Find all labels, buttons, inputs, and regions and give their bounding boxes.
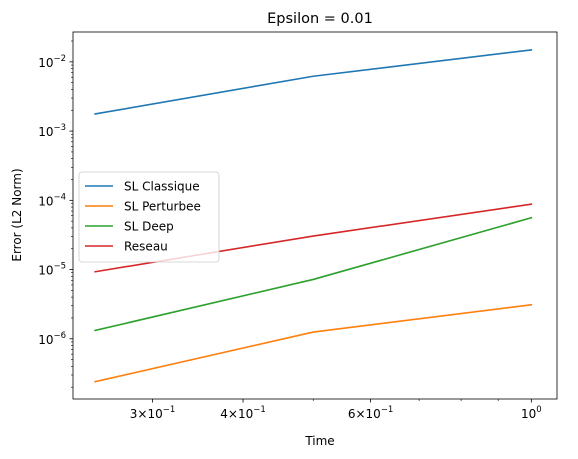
tick-label: 4×10−1 — [220, 405, 266, 421]
tick-label-base: 10 — [38, 264, 53, 278]
tick-label-exponent: −6 — [53, 331, 66, 341]
tick-label-exponent: −1 — [381, 405, 394, 415]
tick-label: 10−3 — [38, 123, 66, 139]
tick-label-base: 10 — [38, 125, 53, 139]
series-line-sl-classique — [94, 48, 533, 115]
tick-label-exponent: −4 — [53, 192, 66, 202]
tick-label-base: 10 — [521, 407, 536, 421]
tick-label: 100 — [521, 405, 542, 421]
tick-label-base: 10 — [38, 333, 53, 347]
tick-label-exponent: −2 — [53, 54, 66, 64]
tick-label: 10−4 — [38, 192, 66, 208]
tick-label: 3×10−1 — [130, 405, 176, 421]
series-line-sl-perturbee — [94, 303, 533, 383]
tick-label-exponent: −1 — [253, 405, 266, 415]
tick-label: 10−6 — [38, 331, 66, 347]
tick-label-base: 4×10 — [220, 407, 253, 421]
chart-title: Epsilon = 0.01 — [267, 11, 373, 27]
y-axis-label: Error (L2 Norm) — [10, 168, 24, 261]
tick-label-exponent: −3 — [53, 123, 66, 133]
tick-label-base: 6×10 — [348, 407, 381, 421]
tick-label-exponent: −1 — [163, 405, 176, 415]
series-line-sl-deep — [94, 216, 533, 332]
x-axis-label: Time — [304, 434, 334, 448]
tick-label: 6×10−1 — [348, 405, 394, 421]
tick-label-exponent: −5 — [53, 262, 66, 272]
tick-label: 10−2 — [38, 54, 66, 70]
y-axis: 10−610−510−410−310−2 — [38, 40, 73, 388]
legend-label-sl-deep: SL Deep — [124, 220, 174, 234]
tick-label-exponent: 0 — [536, 405, 541, 415]
legend: SL Classique SL Perturbee SL Deep Reseau — [78, 171, 220, 263]
tick-label-base: 10 — [38, 194, 53, 208]
x-axis: 3×10−1 4×10−1 6×10−1 100 — [130, 399, 542, 421]
legend-label-sl-classique: SL Classique — [124, 180, 200, 194]
tick-label-base: 10 — [38, 56, 53, 70]
tick-label-base: 3×10 — [130, 407, 163, 421]
legend-label-reseau: Reseau — [124, 240, 168, 254]
legend-frame — [78, 171, 220, 263]
tick-label: 10−5 — [38, 262, 66, 278]
legend-label-sl-perturbee: SL Perturbee — [124, 200, 201, 214]
